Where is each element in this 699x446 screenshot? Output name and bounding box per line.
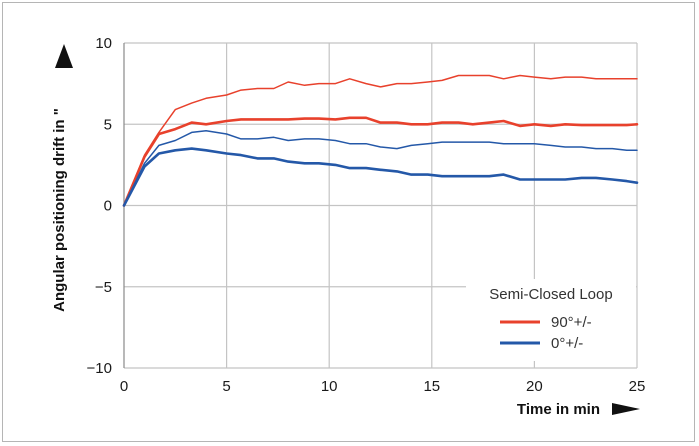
legend-box <box>466 279 636 361</box>
series-lines <box>122 74 639 207</box>
series-line-2 <box>123 130 638 207</box>
y-tick-label: 5 <box>104 116 112 133</box>
series-line-1 <box>122 116 639 207</box>
y-tick-label: 0 <box>104 198 112 215</box>
x-tick-label: 15 <box>423 378 440 395</box>
x-axis-label: Time in min <box>517 401 600 418</box>
x-tick-label: 0 <box>120 378 128 395</box>
x-tick-label: 5 <box>222 378 230 395</box>
x-tick-label: 10 <box>321 378 338 395</box>
series-line-0 <box>123 74 638 207</box>
x-axis-arrow-icon <box>612 403 640 415</box>
y-tick-label: −5 <box>95 279 112 296</box>
y-tick-label: −10 <box>87 360 112 377</box>
tick-labels: −10 −5 0 5 10 0 5 10 15 20 25 <box>87 35 646 395</box>
y-axis-arrow-icon <box>55 44 73 68</box>
legend-label-0: 0°+/- <box>551 335 583 352</box>
x-tick-label: 20 <box>526 378 543 395</box>
x-tick-label: 25 <box>629 378 646 395</box>
series-line-3 <box>122 147 639 207</box>
legend-title: Semi-Closed Loop <box>489 286 612 303</box>
y-axis-label: Angular positioning drift in " <box>51 108 68 312</box>
legend-label-90: 90°+/- <box>551 314 592 331</box>
y-tick-label: 10 <box>95 35 112 52</box>
legend: Semi-Closed Loop 90°+/- 0°+/- <box>466 279 636 361</box>
chart-frame <box>2 2 695 442</box>
